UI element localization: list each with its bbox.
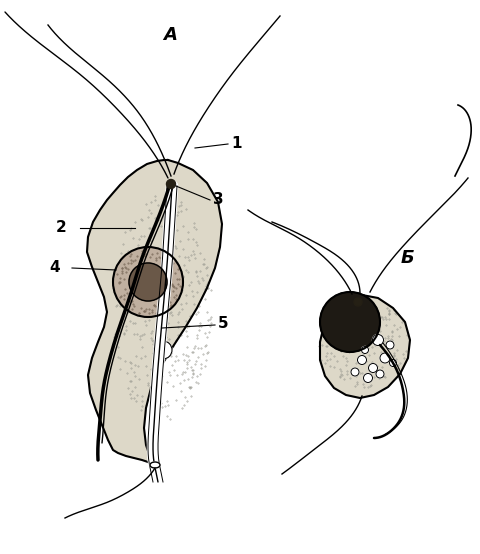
Ellipse shape [363, 373, 372, 382]
Ellipse shape [375, 370, 383, 378]
Ellipse shape [368, 363, 377, 372]
Ellipse shape [361, 346, 368, 353]
Ellipse shape [129, 263, 167, 301]
Text: 5: 5 [217, 316, 228, 331]
Ellipse shape [379, 353, 389, 363]
Ellipse shape [319, 292, 379, 352]
Ellipse shape [154, 341, 172, 359]
Polygon shape [87, 160, 222, 468]
Text: 1: 1 [230, 136, 241, 151]
Polygon shape [319, 295, 409, 398]
Ellipse shape [385, 341, 393, 349]
Ellipse shape [113, 247, 182, 317]
Ellipse shape [372, 335, 383, 346]
Text: 4: 4 [49, 260, 60, 275]
Ellipse shape [389, 360, 396, 367]
Ellipse shape [353, 298, 361, 306]
Text: 3: 3 [213, 192, 223, 207]
Text: А: А [163, 26, 177, 44]
Ellipse shape [166, 179, 175, 188]
Ellipse shape [350, 368, 358, 376]
Ellipse shape [357, 356, 366, 365]
Ellipse shape [150, 462, 160, 468]
Text: 2: 2 [56, 220, 67, 235]
Text: Б: Б [400, 249, 414, 267]
